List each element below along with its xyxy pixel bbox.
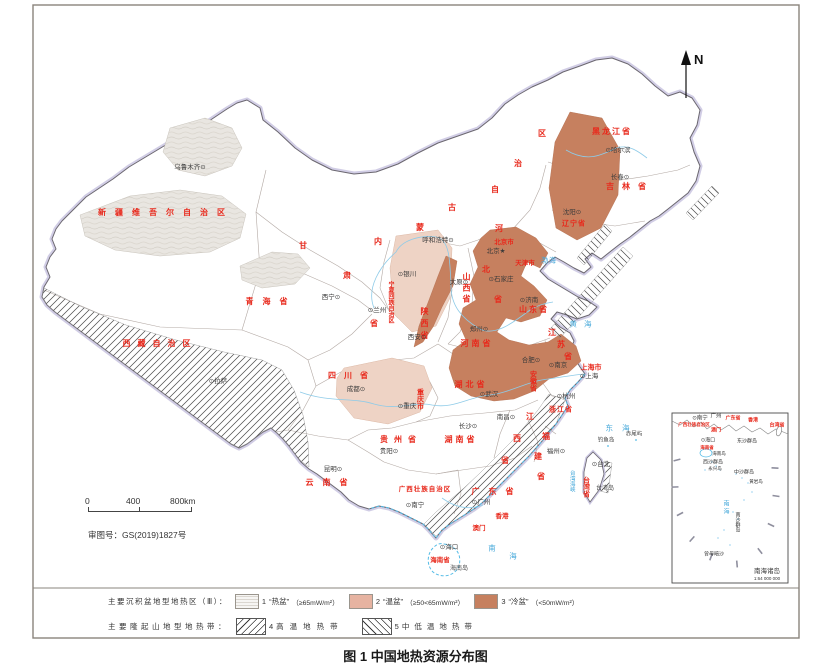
legend-row-basins: 主要沉积盆地型地热区（Ⅲ）： 1 “热盆” （≥65mW/m²） 2 “温盆” … — [108, 594, 579, 609]
himalayan-geothermal-belt — [41, 287, 310, 468]
changbai-geothermal-belt — [685, 185, 720, 221]
north-arrow-label: N — [694, 52, 704, 67]
inset-taiwan — [775, 425, 783, 437]
legend-label: 中低温地热带 — [401, 622, 477, 631]
forward-hatch-swatch — [236, 618, 266, 635]
legend-item-cold-basin: 3 “冷盆” （<50mW/m²） — [474, 594, 579, 609]
legend-label: 高温地热带 — [276, 622, 344, 631]
songhua-river — [565, 146, 648, 159]
inset-dash-line — [671, 458, 780, 568]
legend-label: “热盆” — [269, 597, 290, 606]
scale-tick-0: 0 — [85, 496, 90, 506]
liaodong-geothermal-belt — [576, 223, 613, 266]
yellow-river — [371, 236, 554, 332]
figure-frame — [32, 4, 800, 639]
map-approval-number: 审图号：GS(2019)1827号 — [88, 530, 187, 540]
inset-frame — [671, 412, 789, 584]
mid-low-temp-belts-group — [549, 185, 720, 339]
cold-basins-group — [413, 111, 621, 402]
diaoyu-island-dot — [607, 445, 609, 447]
legend-range: （<50mW/m²） — [531, 599, 579, 607]
warm-basin-swatch — [348, 594, 373, 609]
hot-basin-swatch — [234, 594, 259, 609]
scale-tick-400: 400 — [126, 496, 141, 506]
legend-num: 2 — [375, 597, 381, 606]
legend-item-hot-basin: 1 “热盆” （≥65mW/m²） — [234, 594, 339, 609]
legend-basins-title: 主要沉积盆地型地热区（Ⅲ）： — [108, 597, 228, 606]
legend-label: “温盆” — [383, 597, 404, 606]
hainan-island — [427, 543, 461, 577]
chiwei-island-dot — [635, 439, 637, 441]
se-coastline — [368, 373, 586, 539]
yangtze-river — [299, 373, 585, 407]
inset-island-dots — [704, 461, 753, 546]
high-temp-belts-group — [41, 287, 613, 537]
pearl-river — [441, 497, 484, 509]
scale-bar: 0 400 800km — [84, 496, 204, 518]
north-arrow-icon — [681, 50, 691, 98]
inset-coastline — [671, 419, 789, 435]
figure-caption: 图 1 中国地热资源分布图 — [343, 649, 488, 664]
sichuan-basin — [335, 357, 433, 425]
scale-bar-tick — [88, 507, 89, 511]
qaidam-basin — [239, 251, 311, 289]
rivers-group — [299, 146, 648, 509]
legend-label: “冷盆” — [508, 597, 529, 606]
legend-num: 3 — [501, 597, 506, 606]
legend-num: 4 — [269, 622, 274, 631]
legend-num: 1 — [261, 597, 267, 606]
songliao-basin — [548, 111, 621, 241]
legend-range: （≥65mW/m²） — [292, 599, 339, 607]
shanxi-rift-basin — [413, 255, 458, 348]
north-china-basin — [448, 226, 582, 402]
scale-bar-tick — [191, 507, 192, 511]
cold-basin-swatch — [474, 594, 499, 609]
scale-tick-800: 800km — [170, 496, 196, 506]
hot-basins-group — [79, 117, 311, 289]
inset-hainan — [699, 448, 713, 458]
taiwan-island — [583, 451, 605, 503]
scale-bar-line — [88, 511, 192, 512]
legend-belts-title: 主要隆起山地型地热带： — [108, 622, 229, 631]
legend-item-warm-basin: 2 “温盆” （≥50<65mW/m²） — [348, 594, 465, 609]
legend-range: （≥50<65mW/m²） — [406, 599, 465, 607]
legend-num: 5 — [394, 622, 399, 631]
junggar-basin — [162, 117, 243, 177]
inset-map — [671, 412, 789, 584]
legend-item-mid-low-temp-belt: 5 中低温地热带 — [361, 618, 477, 635]
legend-item-high-temp-belt: 4 高温地热带 — [236, 618, 344, 635]
legend-row-belts: 主要隆起山地型地热带： 4 高温地热带 5 中低温地热带 — [108, 618, 477, 635]
tanlu-geothermal-belt — [549, 246, 634, 339]
backward-hatch-swatch — [361, 618, 392, 635]
scale-bar-tick — [139, 507, 140, 511]
tarim-basin — [79, 189, 247, 257]
